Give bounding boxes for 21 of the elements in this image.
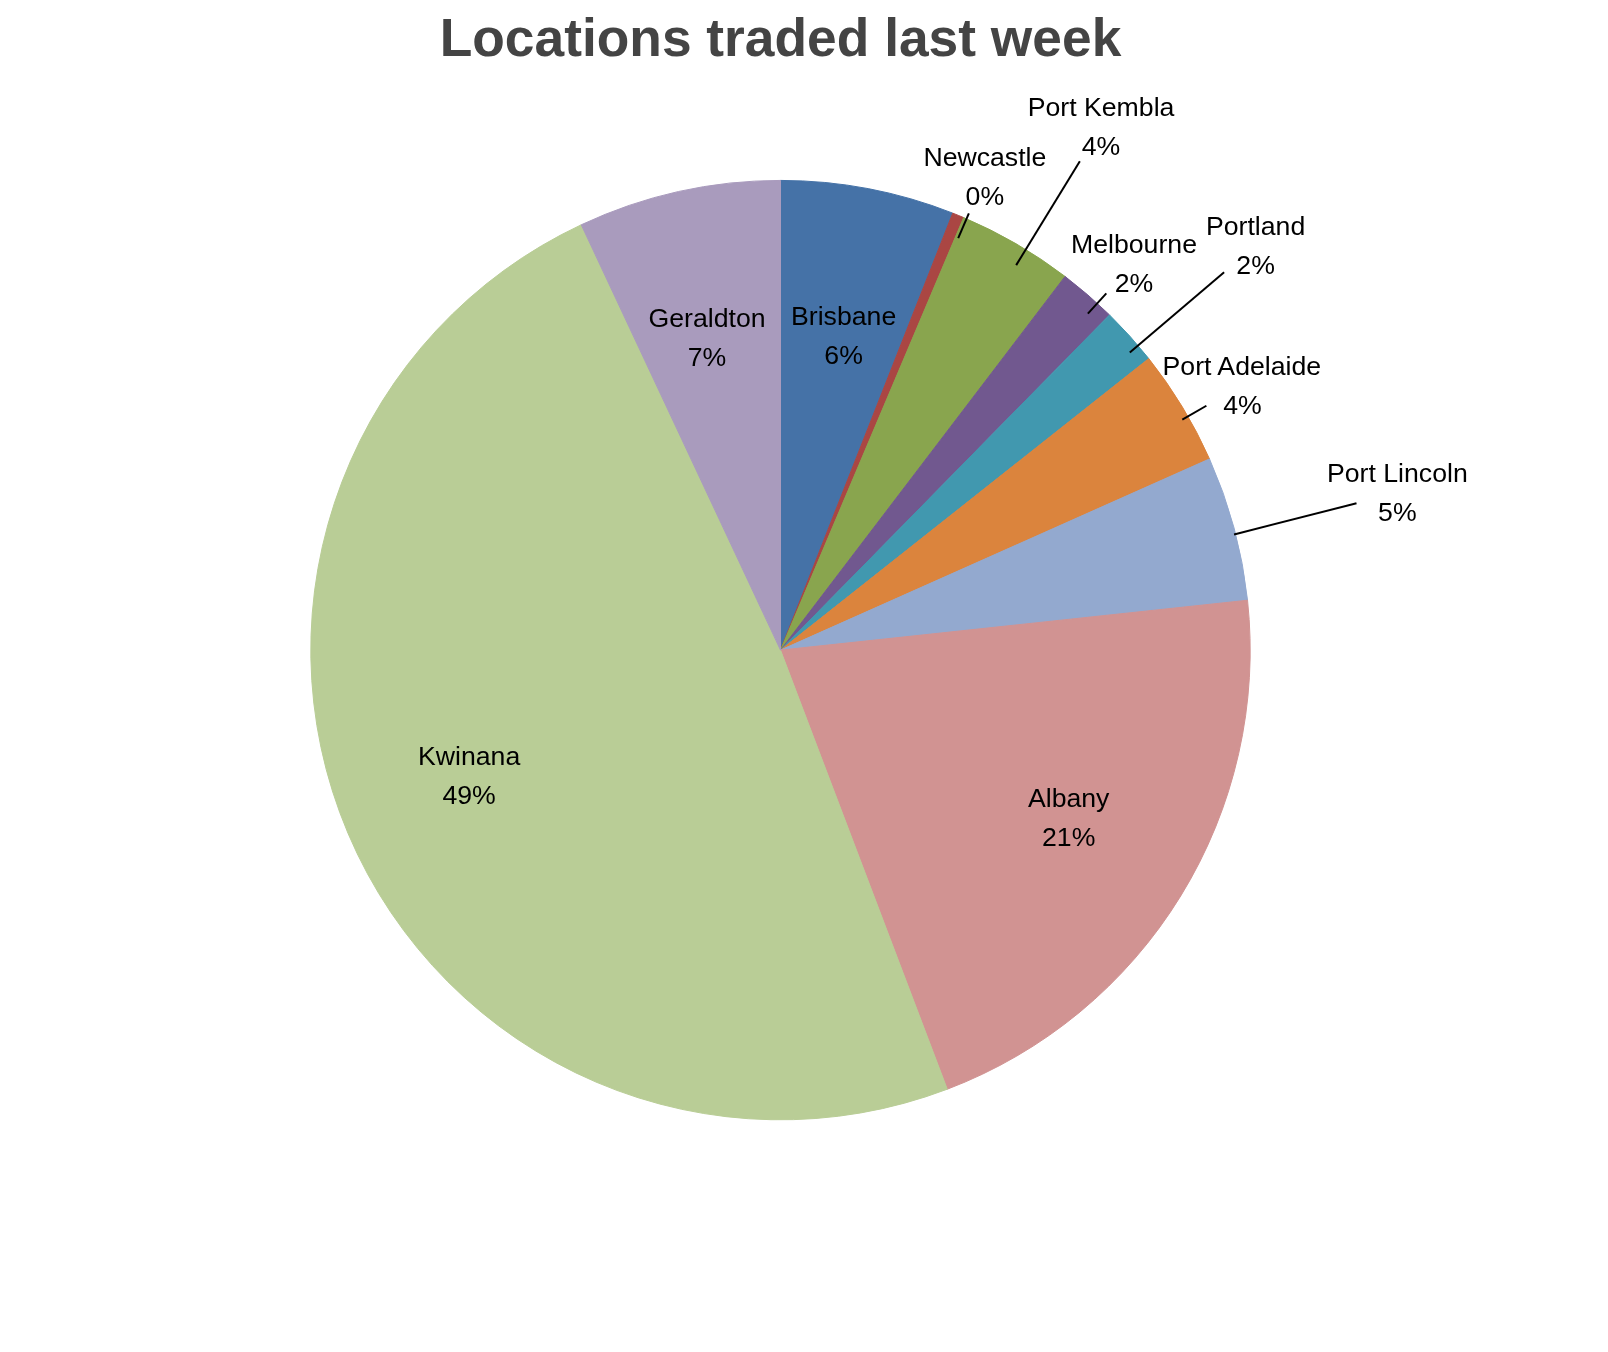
data-label: 21% xyxy=(1042,822,1096,853)
slice-label: Kwinana xyxy=(417,740,521,771)
slice-label: Port Kembla xyxy=(1027,92,1175,123)
slice-label: Newcastle xyxy=(923,141,1047,172)
data-label: 2% xyxy=(1236,249,1275,280)
data-label: 49% xyxy=(442,779,496,810)
data-label: 5% xyxy=(1378,497,1417,528)
slice-label: Albany xyxy=(1027,783,1111,814)
slice-label: Port Lincoln xyxy=(1326,458,1468,489)
data-label: 6% xyxy=(824,339,863,370)
slice-label: Portland xyxy=(1205,210,1306,241)
data-label: 4% xyxy=(1223,389,1262,420)
data-label: 2% xyxy=(1114,267,1154,298)
slice-label: Geraldton xyxy=(648,302,766,333)
slice-label: Port Adelaide xyxy=(1162,350,1322,381)
data-label: 7% xyxy=(687,341,727,372)
chart-title: Locations traded last week xyxy=(439,7,1122,67)
data-label: 4% xyxy=(1081,131,1121,162)
slice-label: Brisbane xyxy=(791,300,897,331)
data-label: 0% xyxy=(965,180,1005,211)
slice-label: Melbourne xyxy=(1071,228,1197,259)
